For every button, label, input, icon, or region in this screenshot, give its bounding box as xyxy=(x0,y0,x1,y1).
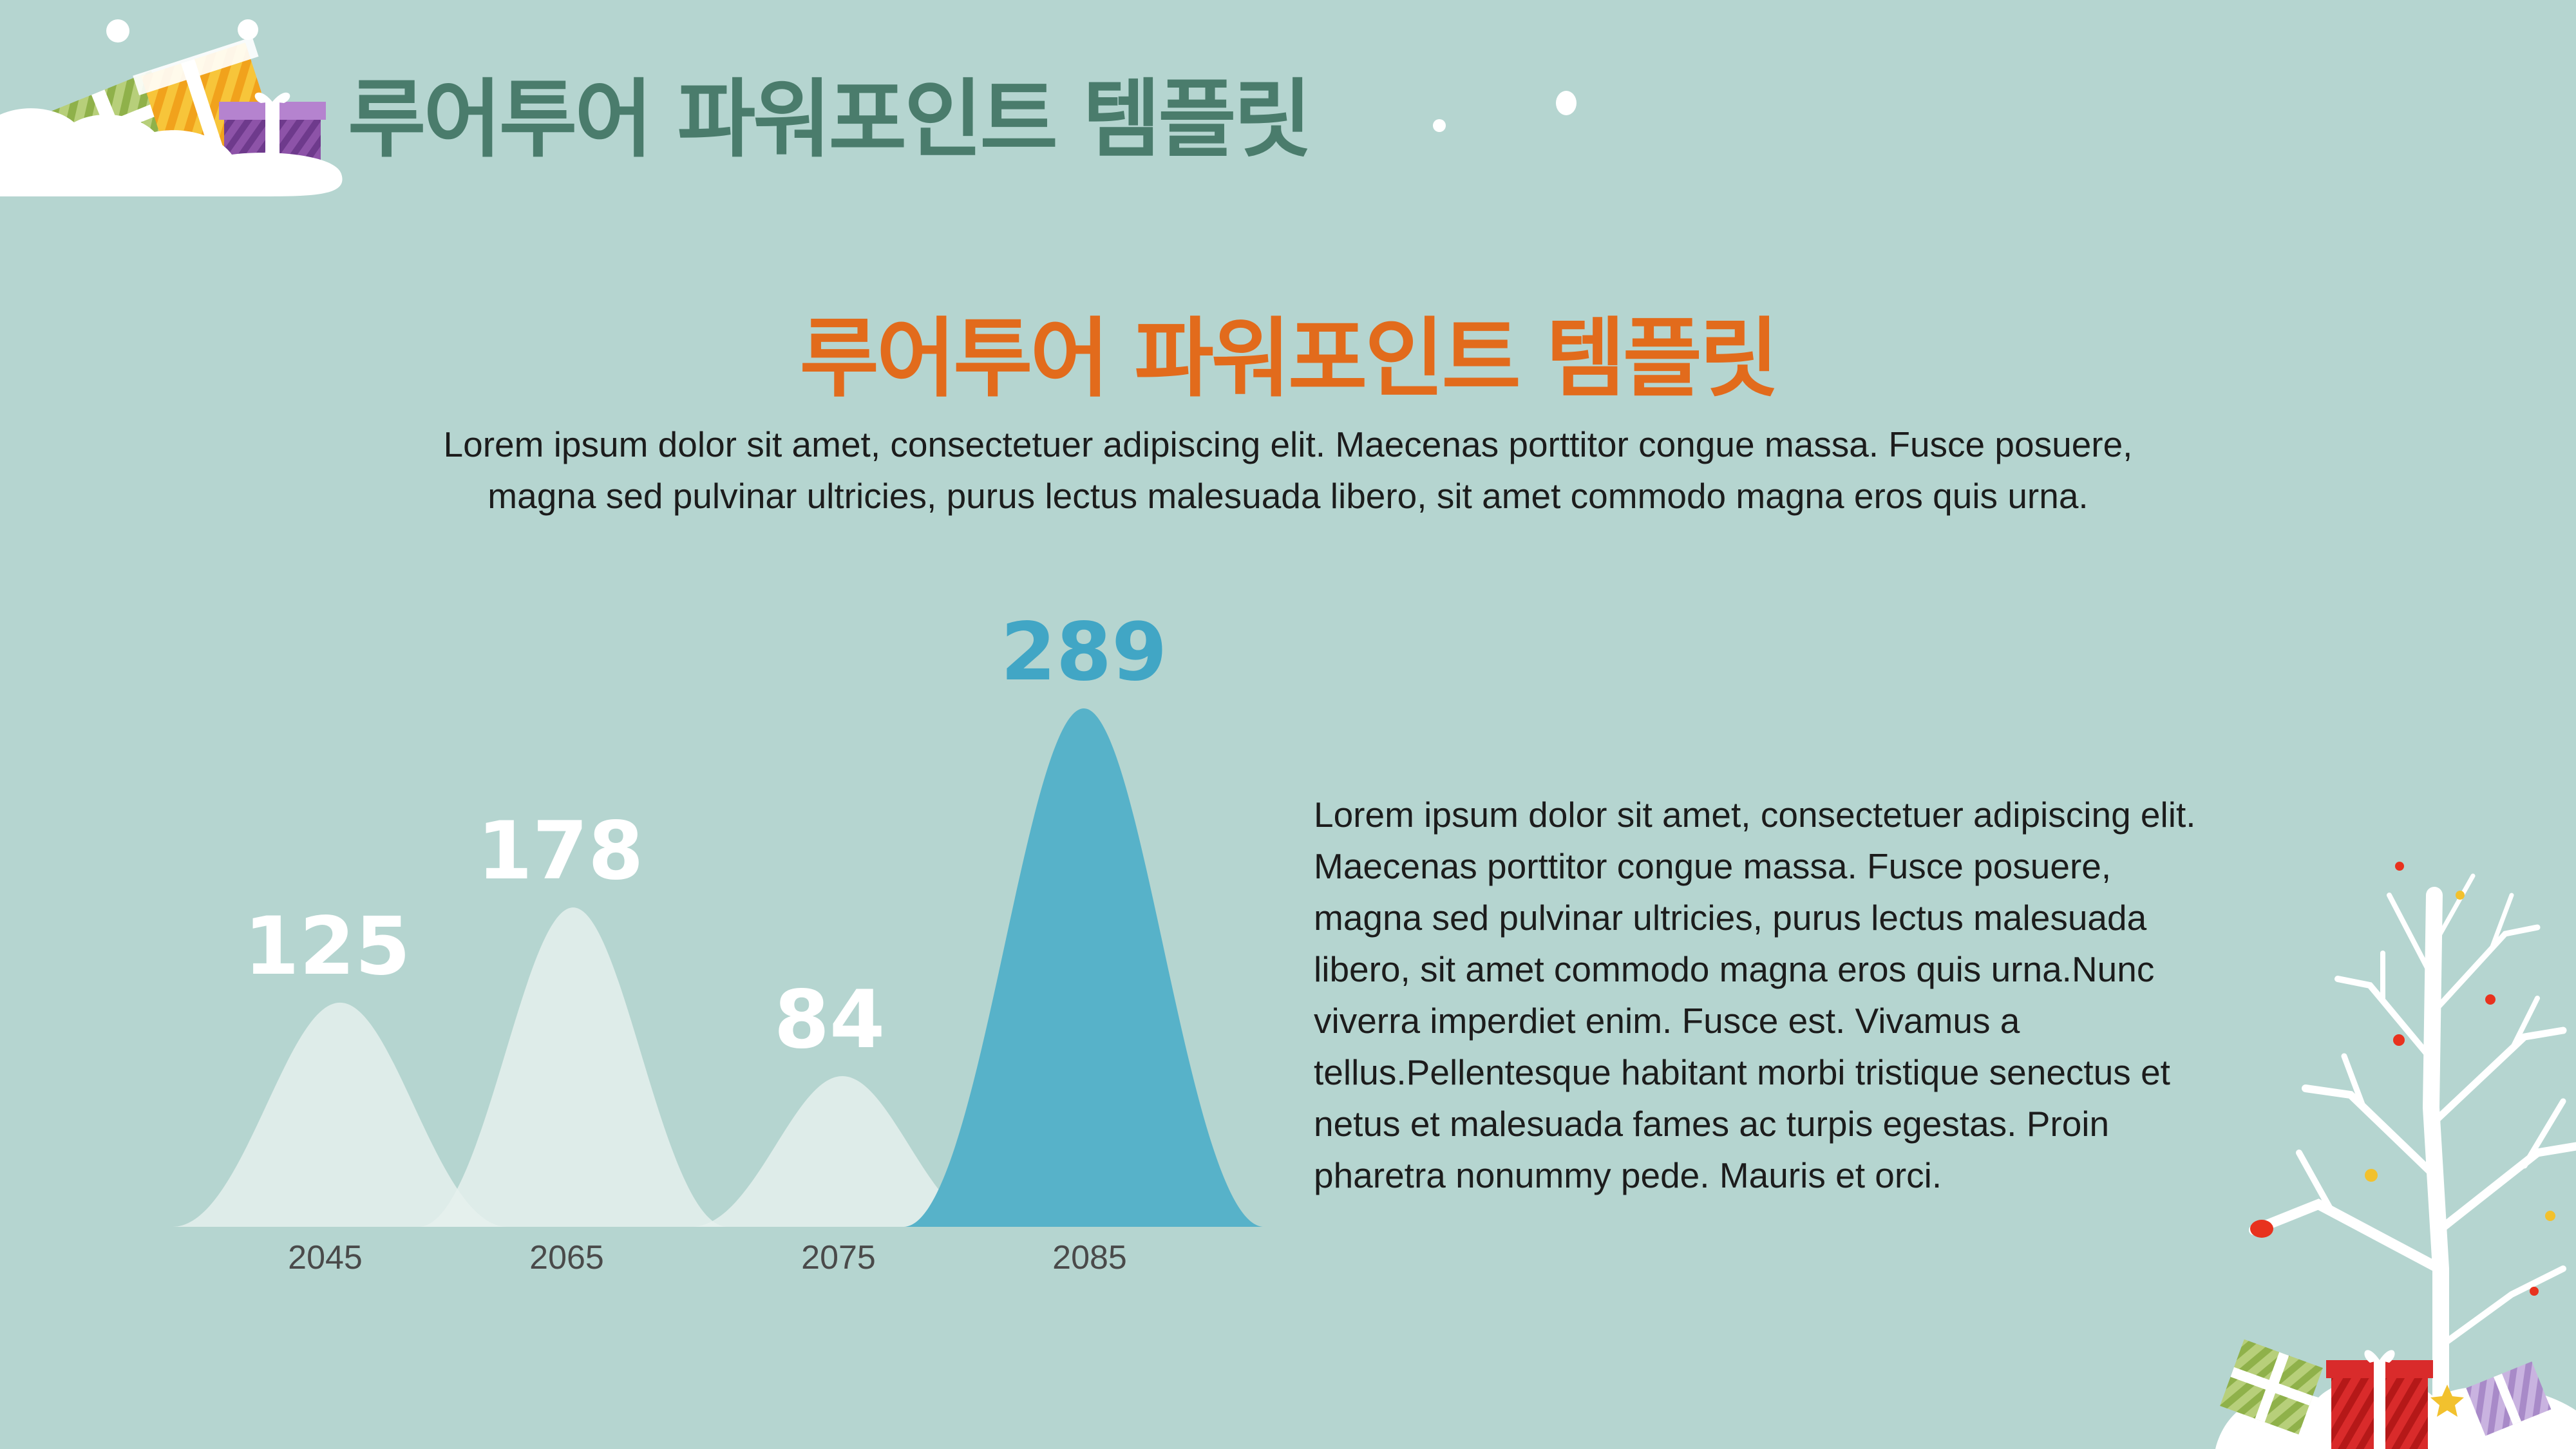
peak-2075 xyxy=(691,1076,994,1227)
subtitle: Lorem ipsum dolor sit amet, consectetuer… xyxy=(322,419,2254,522)
data-label-2045: 125 xyxy=(244,900,411,993)
data-label-2085: 289 xyxy=(1001,606,1168,699)
star-icon xyxy=(2430,1385,2464,1417)
data-label-2075: 84 xyxy=(774,974,886,1066)
header-title: 루어투어 파워포인트 템플릿 xyxy=(348,70,1312,169)
snowflake-icon xyxy=(106,19,129,43)
peak-2085 xyxy=(904,708,1264,1227)
data-label-2065: 178 xyxy=(477,805,644,898)
snowflake-icon xyxy=(1556,91,1577,115)
body-line: tellus.Pellentesque habitant morbi trist… xyxy=(1314,1052,2170,1092)
body-line: pharetra nonummy pede. Mauris et orci. xyxy=(1314,1155,1942,1195)
gift-green-icon xyxy=(2220,1339,2323,1435)
x-tick-2065: 2065 xyxy=(529,1239,604,1276)
subtitle-line: magna sed pulvinar ultricies, purus lect… xyxy=(488,476,2088,516)
body-line: libero, sit amet commodo magna eros quis… xyxy=(1314,949,2155,989)
body-line: netus et malesuada fames ac turpis egest… xyxy=(1314,1104,2110,1144)
snow-cloud-icon xyxy=(0,108,343,196)
peak-chart: 125 178 84 289 2045 2065 2075 2085 xyxy=(173,606,1264,1276)
subtitle-line: Lorem ipsum dolor sit amet, consectetuer… xyxy=(443,424,2133,464)
winter-tree-decoration xyxy=(2215,862,2576,1449)
body-text: Lorem ipsum dolor sit amet, consectetuer… xyxy=(1314,789,2331,1201)
page-title: 루어투어 파워포인트 템플릿 xyxy=(799,308,1779,409)
body-line: magna sed pulvinar ultricies, purus lect… xyxy=(1314,898,2147,938)
peak-2065 xyxy=(419,907,728,1227)
body-line: Lorem ipsum dolor sit amet, consectetuer… xyxy=(1314,795,2196,835)
gift-red-icon xyxy=(2326,1350,2433,1449)
x-tick-2045: 2045 xyxy=(288,1239,363,1276)
tree-icon xyxy=(2249,873,2576,1449)
snowflake-icon xyxy=(1433,119,1446,132)
peak-2045 xyxy=(173,1002,507,1227)
body-line: viverra imperdiet enim. Fusce est. Vivam… xyxy=(1314,1001,2020,1041)
snowflakes xyxy=(1433,91,1577,132)
gift-boxes-decoration xyxy=(0,19,343,196)
x-tick-2075: 2075 xyxy=(801,1239,876,1276)
gift-lilac-icon xyxy=(2466,1361,2552,1436)
body-line: Maecenas porttitor congue massa. Fusce p… xyxy=(1314,846,2112,886)
x-tick-2085: 2085 xyxy=(1052,1239,1127,1276)
ornaments xyxy=(2250,862,2555,1296)
snowflake-icon xyxy=(238,19,258,40)
